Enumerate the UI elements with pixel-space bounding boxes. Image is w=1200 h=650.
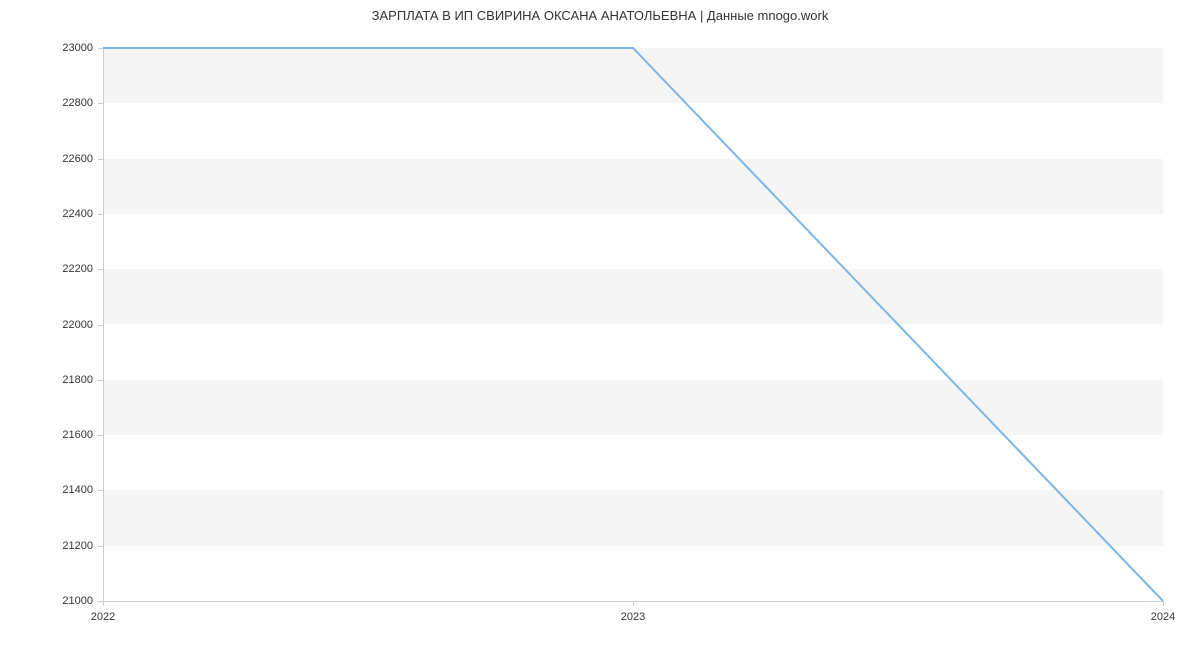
x-tick-label: 2024 — [1151, 611, 1175, 623]
y-tick-label: 21400 — [33, 484, 93, 496]
x-tick-mark — [633, 601, 634, 606]
series-line — [103, 48, 1163, 601]
x-tick-label: 2023 — [621, 611, 645, 623]
y-tick-label: 22200 — [33, 263, 93, 275]
series-layer — [103, 48, 1163, 601]
x-tick-mark — [1163, 601, 1164, 606]
y-tick-label: 22600 — [33, 153, 93, 165]
y-tick-label: 21800 — [33, 374, 93, 386]
chart-container: ЗАРПЛАТА В ИП СВИРИНА ОКСАНА АНАТОЛЬЕВНА… — [0, 0, 1200, 650]
y-tick-label: 21200 — [33, 540, 93, 552]
x-tick-mark — [103, 601, 104, 606]
y-tick-label: 23000 — [33, 42, 93, 54]
plot-area: 2100021200214002160021800220002220022400… — [103, 48, 1163, 601]
y-tick-label: 22400 — [33, 208, 93, 220]
y-tick-label: 21600 — [33, 429, 93, 441]
y-tick-label: 22000 — [33, 319, 93, 331]
x-tick-label: 2022 — [91, 611, 115, 623]
y-tick-label: 22800 — [33, 97, 93, 109]
y-tick-label: 21000 — [33, 595, 93, 607]
chart-title: ЗАРПЛАТА В ИП СВИРИНА ОКСАНА АНАТОЛЬЕВНА… — [0, 8, 1200, 23]
